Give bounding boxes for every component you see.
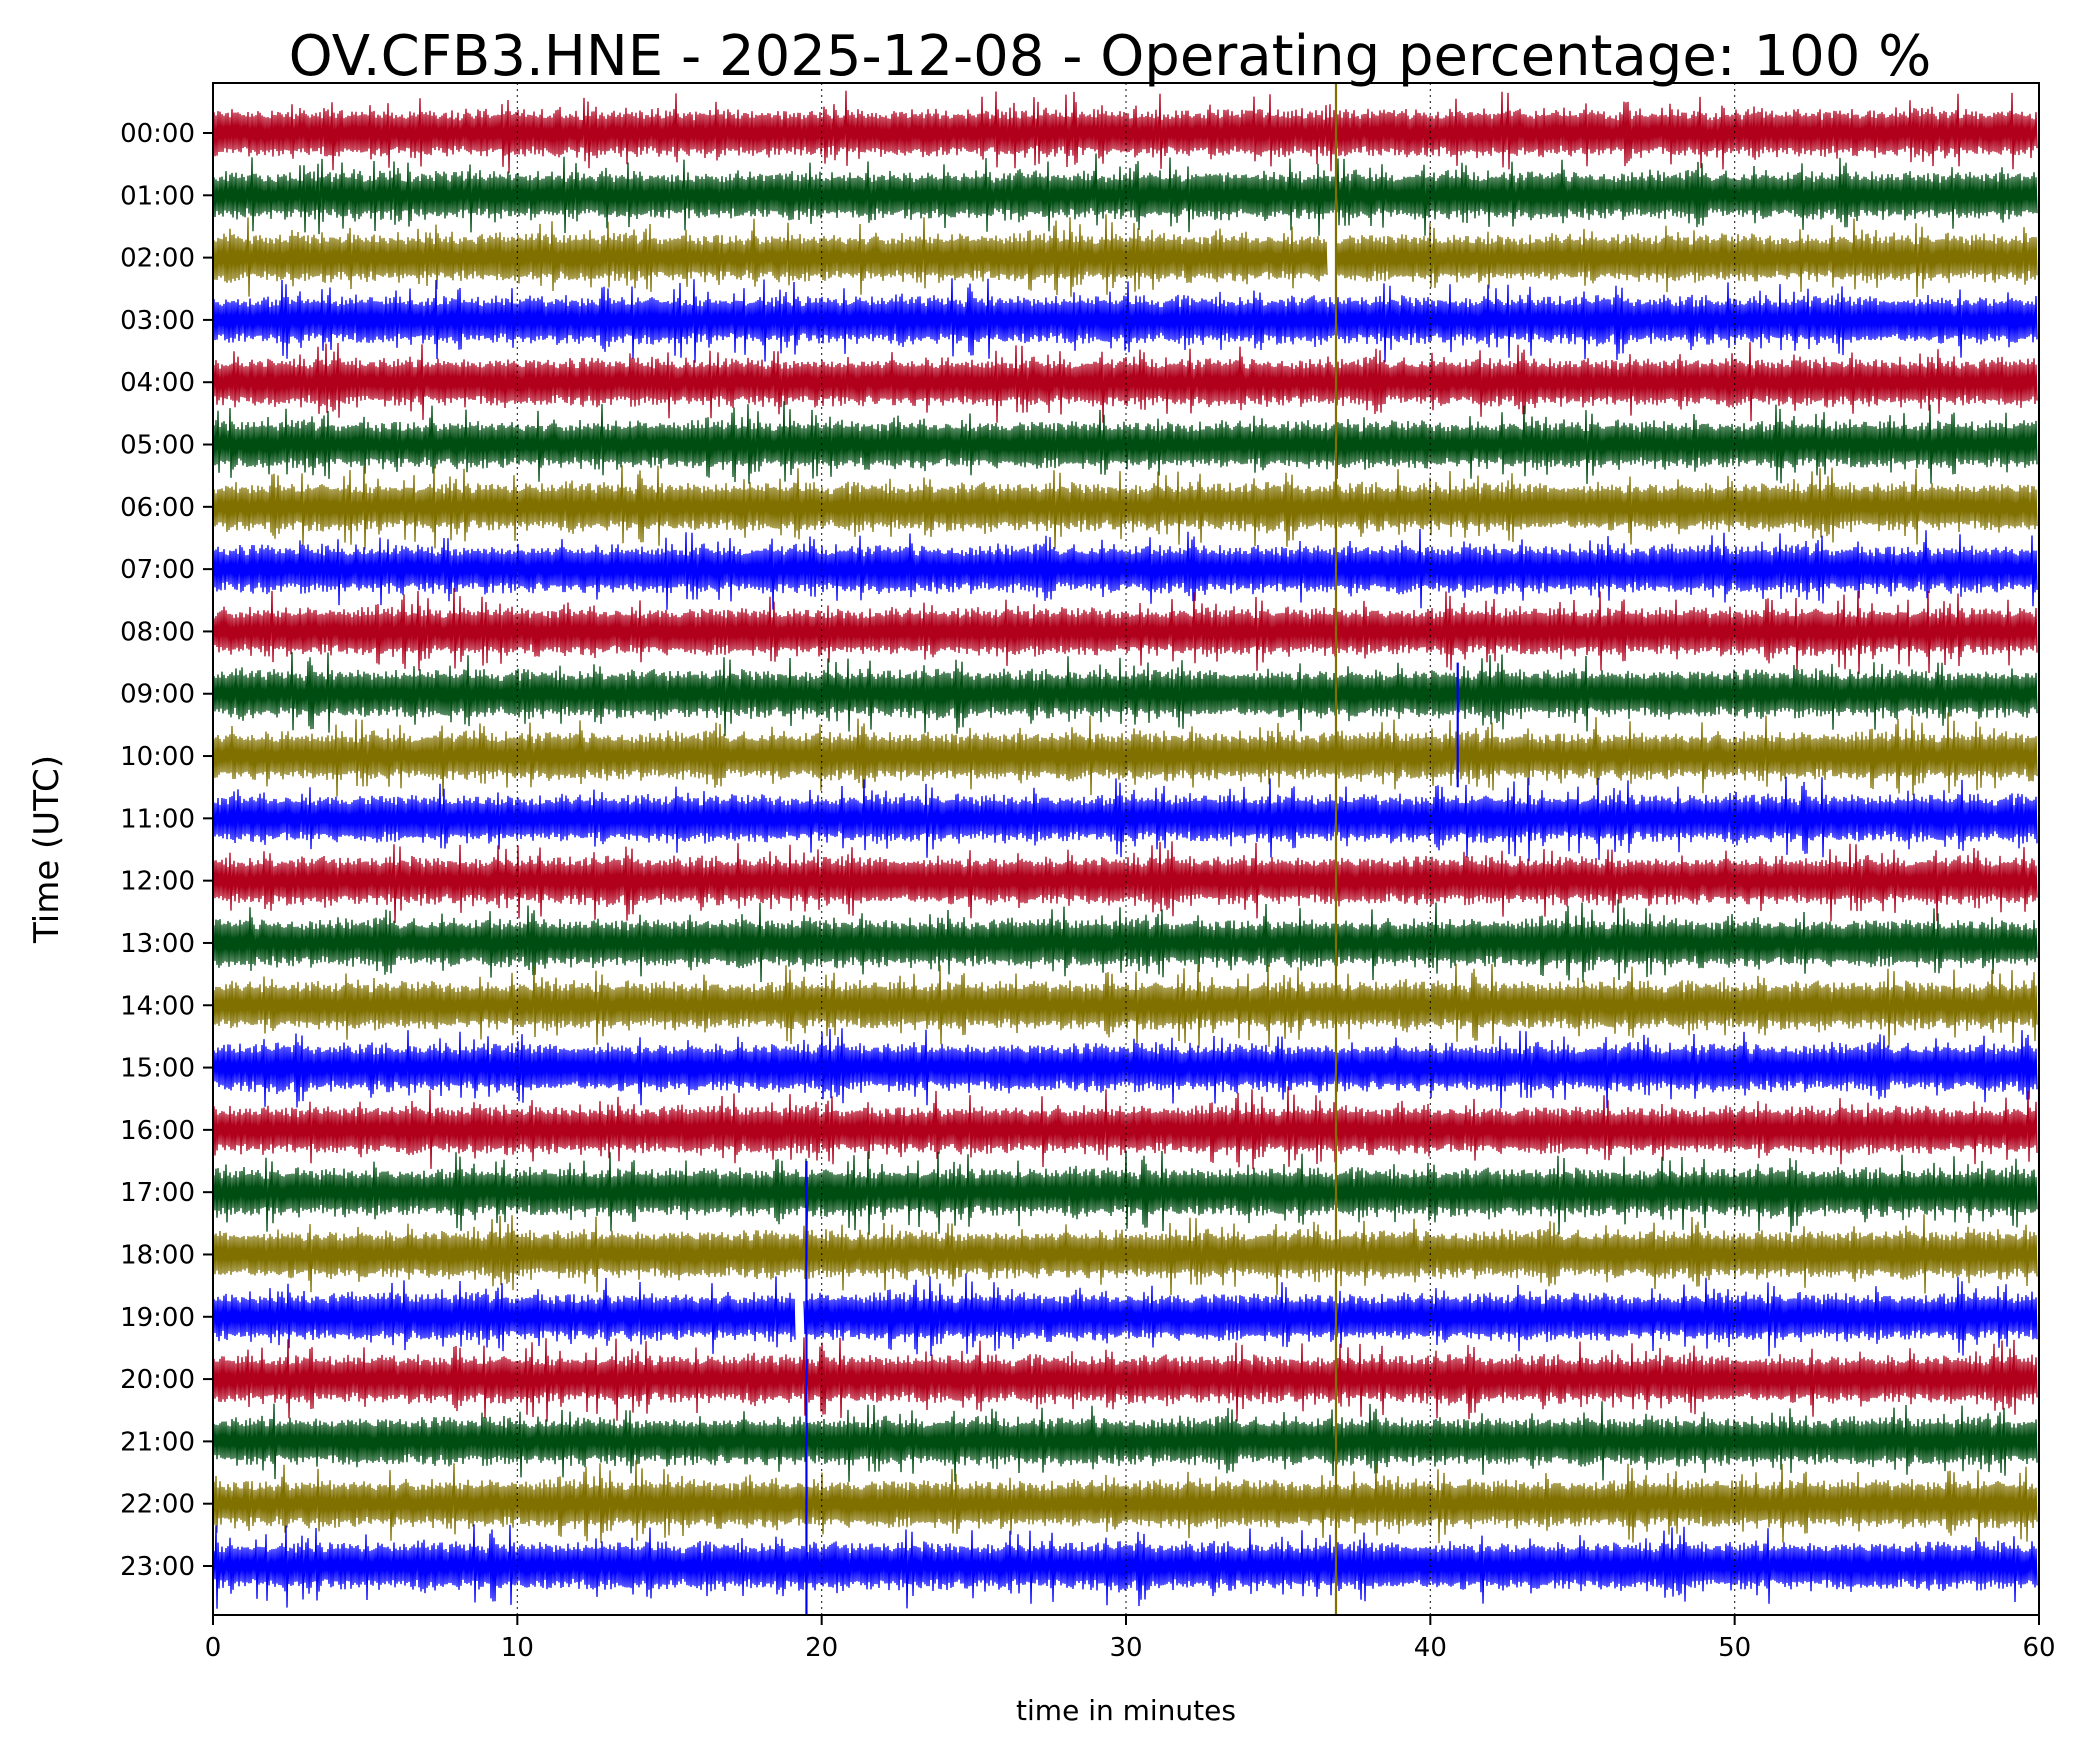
trace-01:00 bbox=[213, 153, 2038, 236]
y-tick-label: 07:00 bbox=[120, 555, 195, 585]
y-tick-label: 18:00 bbox=[120, 1240, 195, 1270]
trace-09:00 bbox=[213, 652, 2038, 737]
trace-06:00 bbox=[213, 465, 2038, 550]
y-tick-label: 22:00 bbox=[120, 1490, 195, 1520]
y-tick-label: 10:00 bbox=[120, 742, 195, 772]
y-tick-label: 15:00 bbox=[120, 1054, 195, 1084]
y-tick-label: 08:00 bbox=[120, 617, 195, 647]
x-tick-label: 20 bbox=[805, 1633, 838, 1663]
x-tick-label: 30 bbox=[1109, 1633, 1142, 1663]
x-axis: 0 10 20 30 40 50 60 bbox=[205, 1615, 2056, 1663]
y-tick-label: 23:00 bbox=[120, 1552, 195, 1582]
x-axis-label: time in minutes bbox=[1016, 1694, 1236, 1727]
y-tick-label: 14:00 bbox=[120, 991, 195, 1021]
x-tick-label: 10 bbox=[501, 1633, 534, 1663]
trace-03:00 bbox=[213, 278, 2038, 363]
y-tick-label: 01:00 bbox=[120, 181, 195, 211]
y-tick-label: 05:00 bbox=[120, 431, 195, 461]
x-tick-label: 0 bbox=[205, 1633, 222, 1663]
y-tick-label: 13:00 bbox=[120, 929, 195, 959]
y-tick-label: 03:00 bbox=[120, 306, 195, 336]
trace-14:00 bbox=[213, 963, 2038, 1049]
event-layer bbox=[805, 83, 1459, 1615]
x-tick-label: 50 bbox=[1718, 1633, 1751, 1663]
y-tick-label: 16:00 bbox=[120, 1116, 195, 1146]
y-tick-label: 09:00 bbox=[120, 680, 195, 710]
y-tick-label: 12:00 bbox=[120, 867, 195, 897]
y-tick-label: 00:00 bbox=[120, 119, 195, 149]
y-tick-label: 20:00 bbox=[120, 1365, 195, 1395]
trace-12:00 bbox=[213, 841, 2038, 924]
y-tick-label: 11:00 bbox=[120, 804, 195, 834]
trace-17:00 bbox=[213, 1150, 2038, 1235]
y-tick-label: 04:00 bbox=[120, 368, 195, 398]
y-axis: 00:00 01:00 02:00 03:00 04:00 05:00 06:00 07:00… bbox=[120, 119, 213, 1582]
trace-19:00 bbox=[213, 1273, 2038, 1357]
y-tick-label: 02:00 bbox=[120, 244, 195, 274]
trace-22:00 bbox=[213, 1460, 2038, 1544]
y-tick-label: 21:00 bbox=[120, 1427, 195, 1457]
trace-21:00 bbox=[213, 1401, 2038, 1482]
trace-04:00 bbox=[213, 342, 2038, 423]
x-tick-label: 60 bbox=[2022, 1633, 2055, 1663]
trace-02:00 bbox=[213, 214, 2038, 298]
y-tick-label: 06:00 bbox=[120, 493, 195, 523]
y-tick-label: 17:00 bbox=[120, 1178, 195, 1208]
y-tick-label: 19:00 bbox=[120, 1303, 195, 1333]
chart-title: OV.CFB3.HNE - 2025-12-08 - Operating per… bbox=[289, 24, 1932, 89]
x-tick-label: 40 bbox=[1414, 1633, 1447, 1663]
y-axis-label: Time (UTC) bbox=[27, 755, 67, 944]
trace-13:00 bbox=[213, 899, 2038, 983]
trace-11:00 bbox=[213, 776, 2038, 862]
